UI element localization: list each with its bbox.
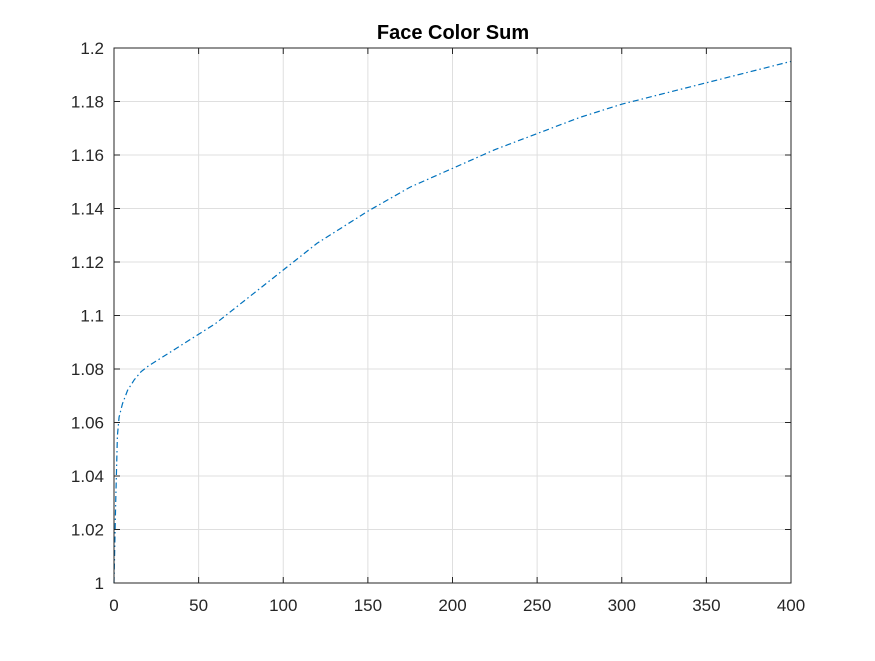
x-tick-label: 400 [777,596,805,615]
y-tick-label: 1.16 [71,146,104,165]
x-tick-label: 0 [109,596,118,615]
chart-title: Face Color Sum [377,22,529,44]
data-point [115,502,117,504]
y-tick-label: 1.2 [80,39,104,58]
axes [113,47,792,584]
series-line [113,60,792,584]
x-tick-label: 350 [692,596,720,615]
data-point [316,242,318,244]
y-tick-label: 1.14 [71,200,104,219]
x-tick-label: 150 [354,596,382,615]
y-tick-label: 1.06 [71,414,104,433]
series-layer [113,60,792,584]
data-point [621,103,623,105]
x-tick-label: 100 [269,596,297,615]
data-point [494,149,496,151]
y-tick-label: 1.18 [71,93,104,112]
data-point [579,117,581,119]
data-point [706,82,708,84]
y-tick-label: 1.04 [71,467,104,486]
y-tick-label: 1.02 [71,521,104,540]
data-point [198,333,200,335]
data-point [282,269,284,271]
data-point [409,186,411,188]
data-point [748,71,750,73]
data-point [134,379,136,381]
data-point [147,366,149,368]
y-tick-label: 1.08 [71,360,104,379]
data-point [164,355,166,357]
data-point [127,390,129,392]
data-point [452,168,454,170]
data-point [536,133,538,135]
x-tick-label: 250 [523,596,551,615]
y-tick-label: 1.1 [80,307,104,326]
grid [113,47,792,584]
data-point [118,416,120,418]
tick-labels: 0 50 100 150 200 250 300 350 400 1 1.02 1.04 1.06 1.0… [71,39,805,615]
data-point [140,371,142,373]
y-tick-label: 1.12 [71,253,104,272]
data-point [215,323,217,325]
data-point [249,296,251,298]
data-point [122,403,124,405]
data-point [181,344,183,346]
data-point [663,93,665,95]
data-point [117,435,119,437]
x-tick-label: 50 [189,596,208,615]
x-tick-label: 300 [608,596,636,615]
y-tick-label: 1 [95,574,104,593]
data-point [367,210,369,212]
x-tick-label: 200 [438,596,466,615]
